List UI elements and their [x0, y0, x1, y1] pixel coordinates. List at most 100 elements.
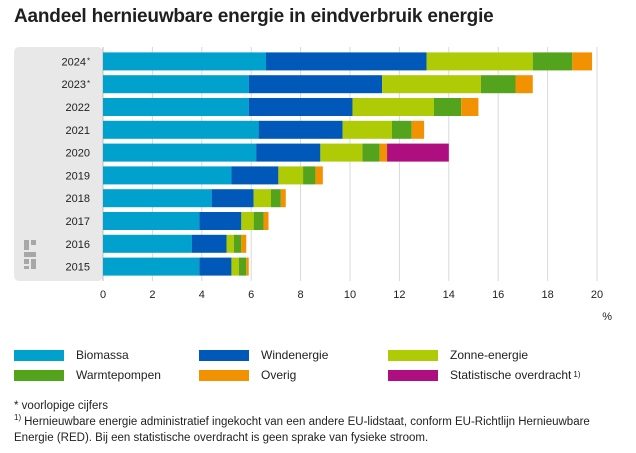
bar-windenergie	[248, 98, 353, 116]
bar-biomassa	[103, 75, 249, 94]
bar-windenergie	[258, 120, 343, 139]
category-label: 2023	[62, 79, 86, 91]
bar-warmtepompen	[233, 234, 242, 253]
bar-zonne-energie	[241, 212, 254, 230]
footnote-mark: 1)	[14, 413, 22, 423]
category-label: 2024	[62, 56, 86, 68]
category-label: 2018	[66, 193, 90, 205]
x-tick-label: 20	[591, 289, 603, 301]
category-label: 2017	[66, 216, 90, 228]
legend-item-biomassa: Biomassa	[14, 348, 129, 362]
bar-warmtepompen	[253, 212, 264, 230]
bar-zonne-energie	[382, 75, 481, 94]
x-tick-label: 8	[298, 289, 304, 301]
bar-overig	[263, 212, 269, 230]
bar-overig	[241, 234, 247, 253]
bar-warmtepompen	[270, 189, 281, 208]
bar-warmtepompen	[391, 120, 412, 139]
legend-item-statistische-overdracht: Statistische overdracht 1)	[388, 368, 581, 382]
legend-item-warmtepompen: Warmtepompen	[14, 368, 161, 382]
bar-biomassa	[103, 212, 200, 230]
cbs-logo-icon	[24, 240, 36, 269]
bar-windenergie	[211, 189, 254, 208]
bar-windenergie	[266, 52, 427, 71]
x-tick-label: 4	[199, 289, 205, 301]
category-label: 2016	[66, 239, 90, 251]
legend-swatch-windenergie	[199, 349, 249, 361]
bar-overig	[411, 120, 425, 139]
legend-label-overig: Overig	[261, 368, 297, 382]
bar-zonne-energie	[253, 189, 271, 208]
bar-overig	[461, 98, 479, 116]
bar-overig	[379, 143, 388, 162]
legend-item-windenergie: Windenergie	[199, 348, 328, 362]
bar-windenergie	[248, 75, 383, 94]
category-label: 2015	[66, 262, 90, 274]
bar-warmtepompen	[532, 52, 573, 71]
legend-swatch-statistische-overdracht	[388, 369, 438, 381]
bar-zonne-energie	[231, 257, 239, 276]
bar-biomassa	[103, 257, 200, 276]
footnote-transfer: 1) Hernieuwbare energie administratief in…	[14, 414, 624, 446]
bar-overig	[572, 52, 593, 71]
legend-label-biomassa: Biomassa	[76, 348, 129, 362]
category-label: 2020	[66, 148, 90, 160]
x-tick-label: 10	[344, 289, 356, 301]
bar-biomassa	[103, 189, 212, 208]
bar-warmtepompen	[238, 257, 247, 276]
bar-biomassa	[103, 166, 232, 185]
bar-overig	[315, 166, 323, 185]
bar-warmtepompen	[303, 166, 316, 185]
bar-overig	[280, 189, 286, 208]
bar-zonne-energie	[320, 143, 363, 162]
x-tick-label: 14	[443, 289, 455, 301]
x-tick-label: 18	[541, 289, 553, 301]
bar-biomassa	[103, 143, 257, 162]
bar-biomassa	[103, 234, 192, 253]
bar-warmtepompen	[480, 75, 516, 94]
x-tick-label: 6	[248, 289, 254, 301]
bar-overig	[515, 75, 533, 94]
bar-windenergie	[256, 143, 321, 162]
bar-windenergie	[191, 234, 227, 253]
bar-windenergie	[199, 212, 242, 230]
legend-swatch-zonne-energie	[388, 349, 438, 361]
legend-label-windenergie: Windenergie	[261, 348, 329, 362]
bar-zonne-energie	[278, 166, 304, 185]
bar-zonne-energie	[342, 120, 392, 139]
legend-swatch-overig	[199, 369, 249, 381]
legend-swatch-warmtepompen	[14, 369, 64, 381]
bar-windenergie	[199, 257, 232, 276]
bar-biomassa	[103, 120, 259, 139]
bar-windenergie	[231, 166, 279, 185]
bar-biomassa	[103, 98, 249, 116]
category-label: 2019	[66, 170, 90, 182]
legend-label-zonne-energie: Zonne-energie	[450, 348, 529, 362]
bar-biomassa	[103, 52, 267, 71]
legend-label-statistische-overdracht: Statistische overdracht	[450, 368, 572, 382]
x-axis-unit: %	[602, 311, 612, 323]
x-tick-label: 16	[492, 289, 504, 301]
bar-zonne-energie	[426, 52, 533, 71]
chart-title: Aandeel hernieuwbare energie in eindverb…	[14, 6, 494, 27]
bar-zonne-energie	[226, 234, 234, 253]
bar-statistische-overdracht	[387, 143, 449, 162]
x-tick-label: 12	[393, 289, 405, 301]
legend-label-warmtepompen: Warmtepompen	[76, 368, 161, 382]
category-label-mark: *	[87, 79, 90, 88]
category-label-mark: *	[87, 56, 90, 65]
legend-item-overig: Overig	[199, 368, 296, 382]
bar-warmtepompen	[362, 143, 380, 162]
footnotes: * voorlopige cijfers 1) Hernieuwbare ener…	[14, 398, 624, 446]
footnote-preliminary: * voorlopige cijfers	[14, 400, 108, 412]
bar-warmtepompen	[433, 98, 462, 116]
footnote-transfer-text: Hernieuwbare energie administratief inge…	[14, 416, 590, 444]
category-label-panel	[14, 47, 103, 281]
stacked-bar-chart: 2024 *2023 *202220212020201920182017201620…	[14, 47, 612, 323]
x-tick-label: 2	[149, 289, 155, 301]
category-label: 2021	[66, 125, 90, 137]
category-label: 2022	[66, 102, 90, 114]
legend-item-zonne-energie: Zonne-energie	[388, 348, 528, 362]
bar-overig	[246, 257, 249, 276]
x-tick-label: 0	[100, 289, 106, 301]
